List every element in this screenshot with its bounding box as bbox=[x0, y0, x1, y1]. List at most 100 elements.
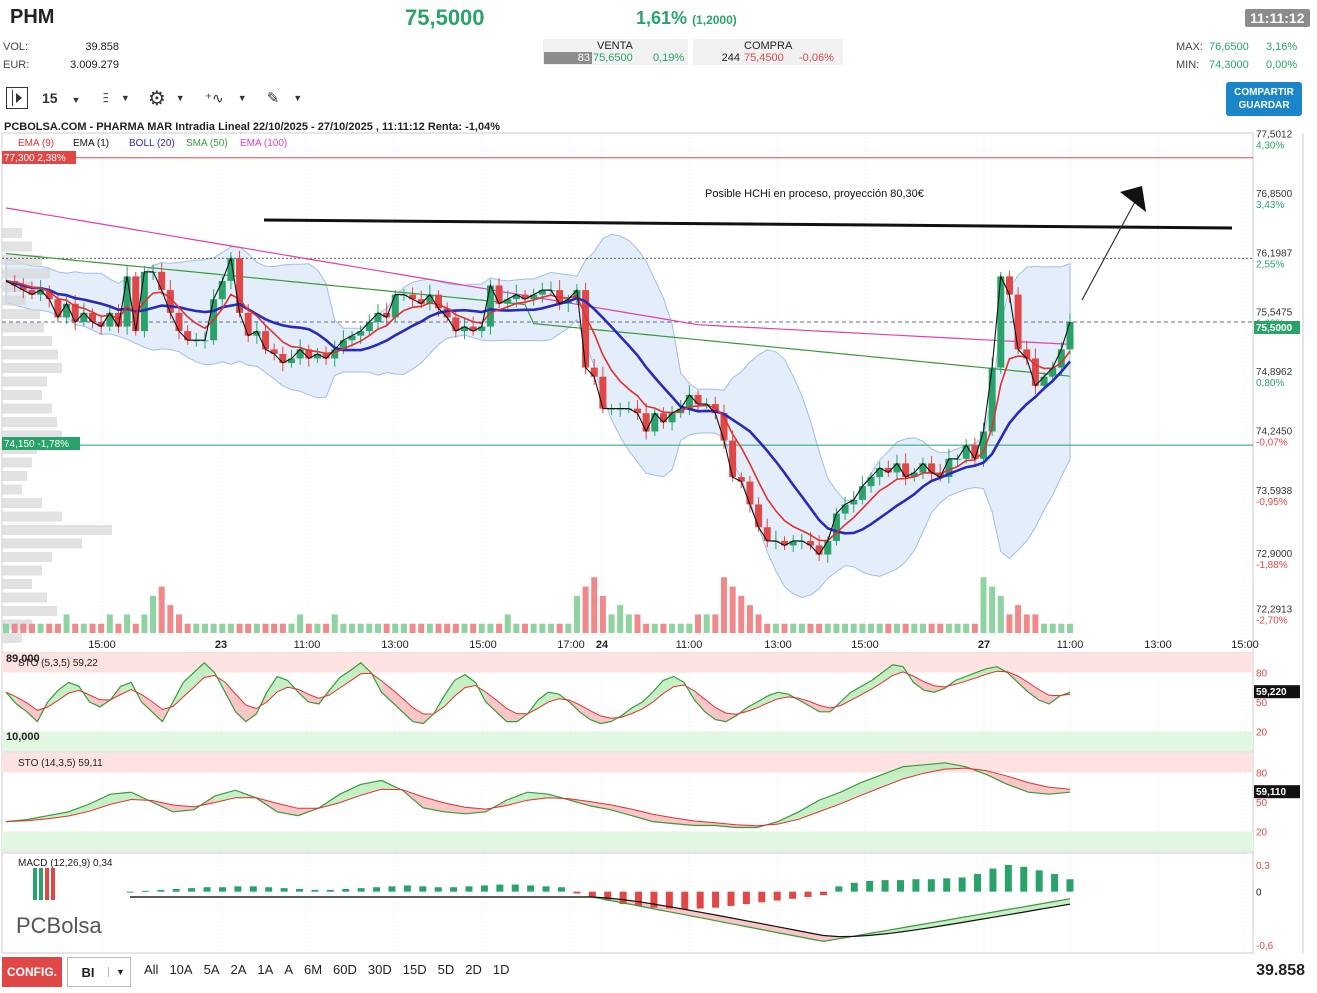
oversold-zone bbox=[2, 831, 1253, 851]
volume-bar bbox=[625, 614, 632, 633]
macd-hist-bar bbox=[850, 882, 858, 892]
volume-bar bbox=[902, 623, 909, 633]
chart-title: PCBOLSA.COM - PHARMA MAR Intradia Lineal… bbox=[4, 121, 500, 133]
osc-fill bbox=[631, 702, 643, 714]
volume-bar bbox=[1058, 623, 1065, 633]
osc-fill bbox=[579, 704, 591, 720]
volume-bar bbox=[824, 623, 831, 633]
range-button-5a[interactable]: 5A bbox=[203, 962, 220, 977]
panel-toggle-icon[interactable] bbox=[6, 87, 28, 109]
range-button-a[interactable]: A bbox=[284, 962, 293, 977]
ema1-line bbox=[5, 255, 1071, 556]
toolbar: 15 ▼ ⫶⫶⫶ ▼ ⚙ ▼ ⁺∿ ▼ ✎ ▼ bbox=[6, 84, 302, 112]
volume-bar bbox=[1049, 623, 1056, 633]
pencil-icon[interactable]: ✎ bbox=[266, 90, 280, 107]
volume-bar bbox=[383, 623, 390, 633]
macd-fill bbox=[915, 922, 932, 930]
candle-body bbox=[71, 303, 79, 322]
osc-fill bbox=[496, 699, 507, 722]
range-button-30d[interactable]: 30D bbox=[367, 962, 392, 977]
price-tick-label: 76,8500 bbox=[1256, 189, 1293, 200]
volume-bar bbox=[452, 623, 459, 633]
candle-body bbox=[184, 331, 192, 341]
macd-hist-bar bbox=[989, 868, 997, 892]
price-tick-label: 73,5938 bbox=[1256, 486, 1293, 497]
macd-hist-bar bbox=[573, 891, 581, 894]
candle-body bbox=[910, 472, 918, 478]
range-button-5d[interactable]: 5D bbox=[437, 962, 455, 977]
compra-box bbox=[693, 39, 843, 65]
candles-icon[interactable]: ⫶⫶⫶ bbox=[102, 89, 108, 106]
time-tick-label: 13:00 bbox=[381, 639, 409, 651]
osc-fill bbox=[652, 814, 674, 824]
range-button-10a[interactable]: 10A bbox=[169, 962, 193, 977]
volume-bar bbox=[357, 623, 364, 633]
eur-label: EUR: bbox=[3, 59, 30, 71]
chart-area[interactable]: PCBOLSA.COM - PHARMA MAR Intradia Lineal… bbox=[0, 118, 1317, 956]
volume-bar bbox=[963, 623, 970, 633]
volume-bar bbox=[227, 623, 234, 633]
chevron-down-icon: ▼ bbox=[293, 93, 303, 103]
macd-hist-bar bbox=[789, 891, 797, 899]
macd-hist-bar bbox=[496, 884, 504, 892]
candle-body bbox=[1005, 276, 1013, 295]
osc-fill bbox=[694, 691, 705, 712]
macd-hist-bar bbox=[172, 889, 180, 892]
profile-bar bbox=[2, 241, 32, 252]
range-button-all[interactable]: All bbox=[144, 962, 159, 977]
profile-bar bbox=[2, 498, 42, 508]
gear-icon[interactable]: ⚙ bbox=[147, 87, 166, 110]
range-button-2a[interactable]: 2A bbox=[230, 962, 247, 977]
candle-body bbox=[417, 299, 425, 304]
candle-body bbox=[962, 445, 970, 459]
drawing-tools-icon[interactable]: ⁺∿ bbox=[204, 89, 224, 106]
price-tick-label: 74,8962 bbox=[1256, 367, 1293, 378]
volume-bar bbox=[80, 623, 87, 633]
osc-value-label: 59,110 bbox=[1256, 787, 1286, 798]
volume-bar bbox=[617, 605, 624, 633]
volume-bar bbox=[305, 623, 312, 633]
ema100-line bbox=[5, 207, 1071, 345]
chevron-down-icon: ▼ bbox=[175, 93, 185, 103]
legend-item: EMA (9) bbox=[18, 138, 54, 149]
config-button[interactable]: CONFIG. bbox=[2, 957, 62, 987]
volume-bar bbox=[746, 605, 753, 633]
macd-fill bbox=[1039, 901, 1055, 910]
osc-fill bbox=[47, 690, 59, 708]
macd-hist-bar bbox=[203, 887, 211, 892]
macd-hist-bar bbox=[758, 891, 766, 903]
candle-body bbox=[97, 321, 105, 327]
share-save-button[interactable]: COMPARTIR GUARDAR bbox=[1226, 82, 1302, 116]
interval-select[interactable]: 15 ▼ bbox=[42, 90, 80, 106]
profile-bar bbox=[2, 430, 62, 441]
osc-fill bbox=[861, 680, 872, 695]
range-button-60d[interactable]: 60D bbox=[333, 962, 357, 977]
profile-bar bbox=[2, 592, 47, 603]
range-button-6m[interactable]: 6M bbox=[303, 962, 323, 977]
macd-label: MACD (12,26,9) 0,34 bbox=[18, 858, 113, 869]
macd-hist-bar bbox=[819, 891, 827, 896]
candle-body bbox=[1066, 321, 1074, 350]
range-button-1d[interactable]: 1D bbox=[492, 962, 510, 977]
osc-fill bbox=[611, 804, 632, 816]
osc-fill bbox=[235, 694, 246, 722]
price-tick-pct: -1,88% bbox=[1256, 560, 1288, 571]
osc-fill bbox=[840, 782, 862, 804]
min-value: 74,3000 bbox=[1209, 59, 1249, 71]
range-buttons: All 10A 5A 2A 1A A 6M 60D 30D 15D 5D 2D 1D bbox=[144, 962, 521, 977]
time-tick-label: 24 bbox=[596, 639, 609, 651]
mode-select[interactable]: BI ▼ bbox=[67, 957, 131, 987]
candle-body bbox=[244, 312, 252, 336]
osc-fill bbox=[68, 803, 90, 816]
interval-value: 15 bbox=[42, 90, 58, 106]
volume-bar bbox=[945, 623, 952, 633]
range-button-15d[interactable]: 15D bbox=[402, 962, 427, 977]
max-value: 76,6500 bbox=[1209, 41, 1249, 53]
candle-body bbox=[755, 504, 763, 528]
range-button-2d[interactable]: 2D bbox=[465, 962, 482, 977]
macd-hist-bar bbox=[511, 884, 519, 892]
candle-body bbox=[305, 349, 313, 359]
osc-fill bbox=[1007, 776, 1029, 793]
range-button-1a[interactable]: 1A bbox=[257, 962, 274, 977]
candle-body bbox=[832, 513, 840, 541]
